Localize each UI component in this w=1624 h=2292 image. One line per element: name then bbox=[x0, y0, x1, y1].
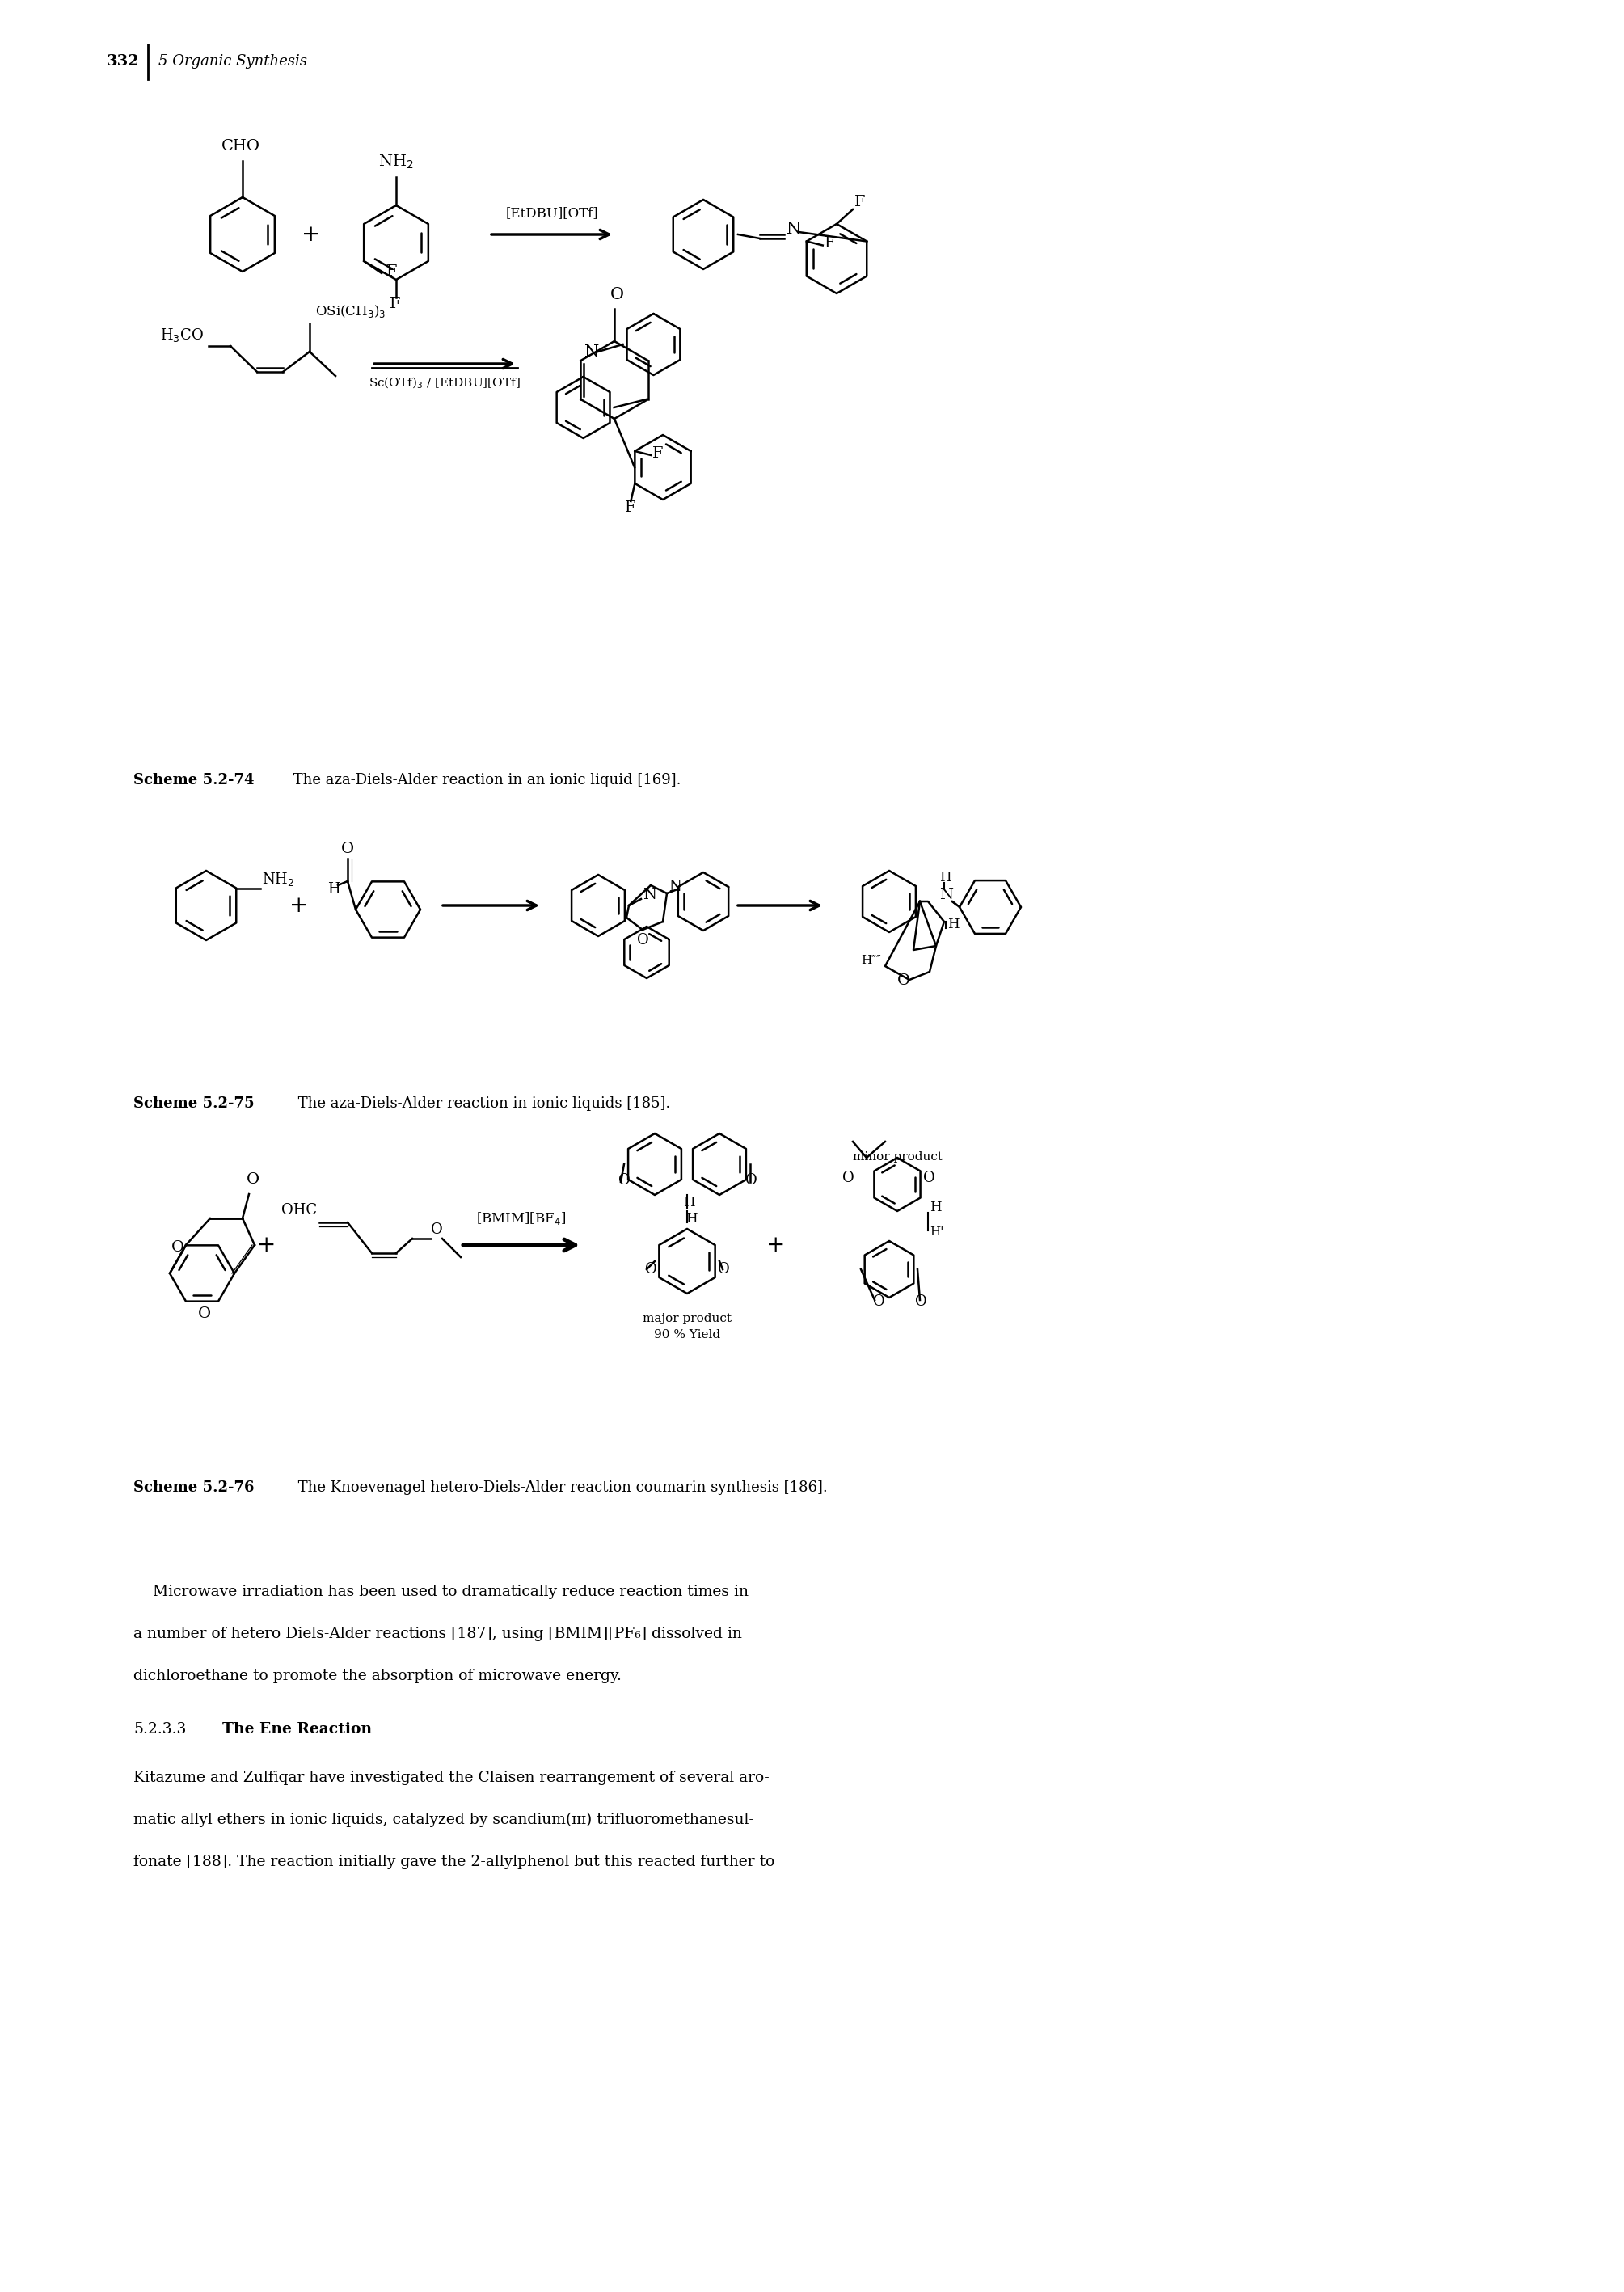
Text: O: O bbox=[430, 1222, 443, 1238]
Text: 90 % Yield: 90 % Yield bbox=[654, 1329, 721, 1341]
Text: Scheme 5.2-75: Scheme 5.2-75 bbox=[133, 1096, 255, 1112]
Text: F: F bbox=[825, 236, 835, 252]
Text: H: H bbox=[929, 1201, 942, 1215]
Text: O: O bbox=[898, 974, 911, 988]
Text: 332: 332 bbox=[106, 55, 140, 69]
Text: H': H' bbox=[929, 1226, 944, 1238]
Text: H: H bbox=[685, 1212, 697, 1226]
Text: F: F bbox=[854, 195, 866, 209]
Text: H: H bbox=[684, 1196, 695, 1210]
Text: O: O bbox=[198, 1306, 211, 1320]
Text: O: O bbox=[718, 1263, 729, 1277]
Text: O: O bbox=[874, 1295, 885, 1309]
Text: 5 Organic Synthesis: 5 Organic Synthesis bbox=[159, 55, 307, 69]
Text: 5.2.3.3: 5.2.3.3 bbox=[133, 1721, 187, 1737]
Text: Sc(OTf)$_3$ / [EtDBU][OTf]: Sc(OTf)$_3$ / [EtDBU][OTf] bbox=[369, 376, 521, 390]
Text: O: O bbox=[843, 1171, 854, 1185]
Text: NH$_2$: NH$_2$ bbox=[261, 871, 294, 887]
Text: fonate [188]. The reaction initially gave the 2-allylphenol but this reacted fur: fonate [188]. The reaction initially gav… bbox=[133, 1854, 775, 1870]
Text: +: + bbox=[289, 894, 309, 917]
Text: Scheme 5.2-76: Scheme 5.2-76 bbox=[133, 1481, 255, 1494]
Text: major product: major product bbox=[643, 1313, 731, 1325]
Text: dichloroethane to promote the absorption of microwave energy.: dichloroethane to promote the absorption… bbox=[133, 1669, 622, 1682]
Text: N: N bbox=[669, 880, 680, 894]
Text: O: O bbox=[341, 841, 354, 857]
Text: F: F bbox=[387, 264, 398, 280]
Text: OHC: OHC bbox=[281, 1203, 317, 1217]
Text: F: F bbox=[390, 296, 401, 312]
Text: N: N bbox=[585, 344, 599, 360]
Text: minor product: minor product bbox=[853, 1151, 942, 1162]
Text: [BMIM][BF$_4$]: [BMIM][BF$_4$] bbox=[476, 1210, 567, 1226]
Text: Kitazume and Zulfiqar have investigated the Claisen rearrangement of several aro: Kitazume and Zulfiqar have investigated … bbox=[133, 1769, 770, 1785]
Text: The Ene Reaction: The Ene Reaction bbox=[211, 1721, 372, 1737]
Text: a number of hetero Diels-Alder reactions [187], using [BMIM][PF₆] dissolved in: a number of hetero Diels-Alder reactions… bbox=[133, 1627, 742, 1641]
Text: H: H bbox=[947, 917, 960, 931]
Text: O: O bbox=[637, 933, 650, 947]
Text: Microwave irradiation has been used to dramatically reduce reaction times in: Microwave irradiation has been used to d… bbox=[133, 1584, 749, 1600]
Text: H$_3$CO: H$_3$CO bbox=[161, 328, 203, 344]
Text: H: H bbox=[328, 882, 339, 896]
Text: O: O bbox=[611, 286, 624, 303]
Text: O: O bbox=[914, 1295, 927, 1309]
Text: The aza-Diels-Alder reaction in an ionic liquid [169].: The aza-Diels-Alder reaction in an ionic… bbox=[289, 772, 680, 788]
Text: OSi(CH$_3$)$_3$: OSi(CH$_3$)$_3$ bbox=[315, 303, 387, 319]
Text: +: + bbox=[257, 1233, 276, 1256]
Text: O: O bbox=[172, 1240, 185, 1254]
Text: F: F bbox=[653, 447, 664, 461]
Text: O: O bbox=[619, 1174, 630, 1187]
Text: The aza-Diels-Alder reaction in ionic liquids [185].: The aza-Diels-Alder reaction in ionic li… bbox=[294, 1096, 671, 1112]
Text: O: O bbox=[745, 1174, 757, 1187]
Text: F: F bbox=[625, 500, 637, 516]
Text: O: O bbox=[645, 1263, 658, 1277]
Text: O: O bbox=[247, 1171, 260, 1187]
Text: N: N bbox=[643, 887, 656, 903]
Text: N: N bbox=[939, 887, 953, 903]
Text: matic allyl ethers in ionic liquids, catalyzed by scandium(ɪɪɪ) trifluoromethane: matic allyl ethers in ionic liquids, cat… bbox=[133, 1813, 754, 1827]
Text: +: + bbox=[302, 225, 320, 245]
Text: N: N bbox=[786, 222, 801, 236]
Text: +: + bbox=[767, 1233, 786, 1256]
Text: H″″: H″″ bbox=[861, 956, 880, 967]
Text: The Knoevenagel hetero-Diels-Alder reaction coumarin synthesis [186].: The Knoevenagel hetero-Diels-Alder react… bbox=[294, 1481, 828, 1494]
Text: [EtDBU][OTf]: [EtDBU][OTf] bbox=[505, 206, 598, 220]
Text: CHO: CHO bbox=[221, 140, 260, 154]
Text: NH$_2$: NH$_2$ bbox=[378, 154, 414, 172]
Text: Scheme 5.2-74: Scheme 5.2-74 bbox=[133, 772, 255, 788]
Text: O: O bbox=[922, 1171, 935, 1185]
Text: H: H bbox=[939, 871, 952, 885]
